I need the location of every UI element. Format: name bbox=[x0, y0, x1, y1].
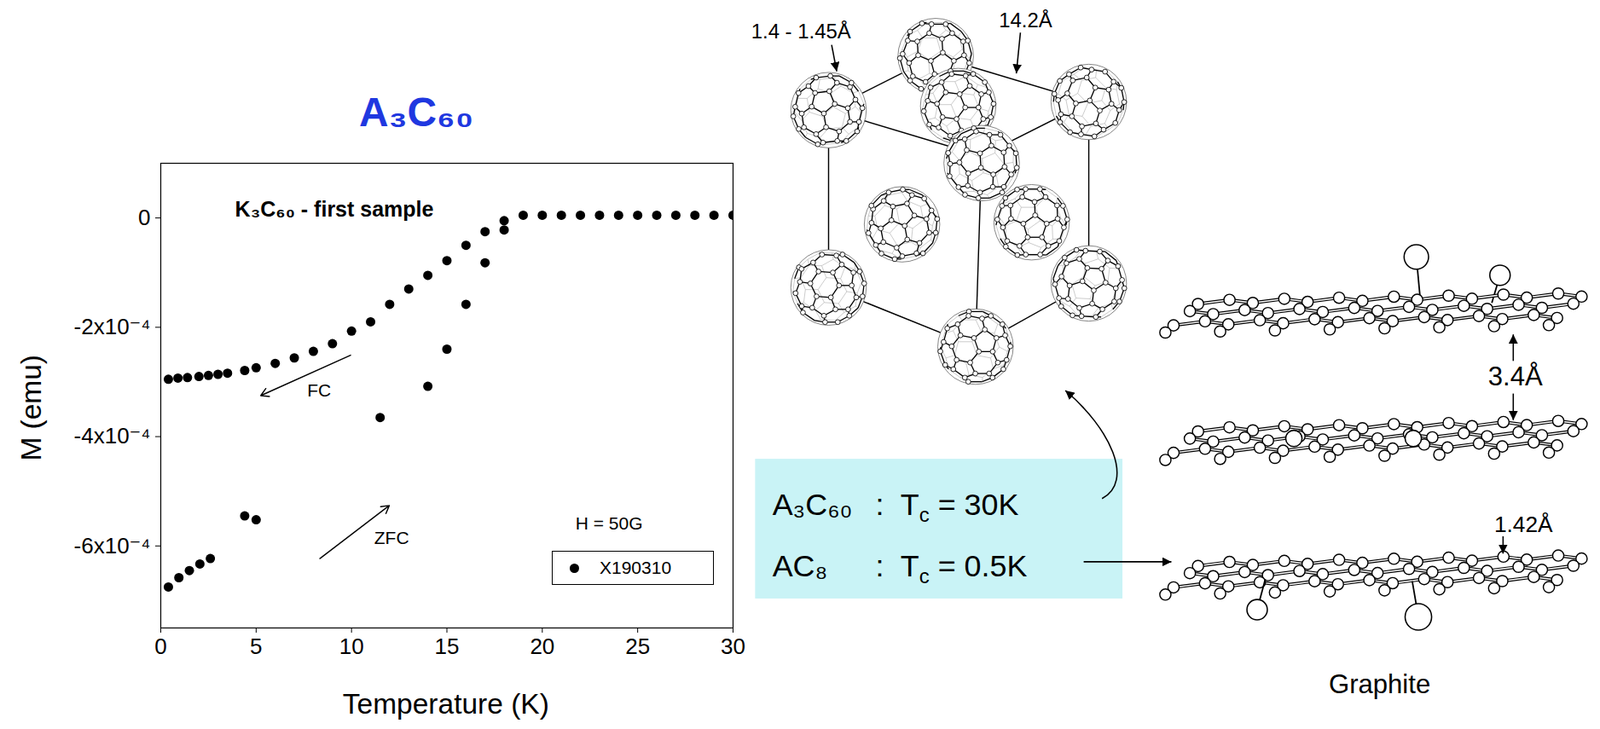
svg-text:30: 30 bbox=[720, 633, 746, 660]
svg-text:-6x10⁻⁴: -6x10⁻⁴ bbox=[74, 533, 151, 559]
svg-text:Temperature (K): Temperature (K) bbox=[342, 688, 550, 720]
svg-text:K₃C₆₀ - first sample: K₃C₆₀ - first sample bbox=[235, 197, 435, 221]
svg-text:Graphite: Graphite bbox=[1328, 669, 1431, 700]
svg-text:20: 20 bbox=[529, 633, 555, 660]
svg-text:10: 10 bbox=[339, 633, 365, 660]
svg-text:FC: FC bbox=[307, 380, 331, 400]
svg-text:: Tc = 0.5K: : Tc = 0.5K bbox=[875, 549, 1028, 588]
svg-text:-4x10⁻⁴: -4x10⁻⁴ bbox=[74, 423, 151, 449]
svg-text:-2x10⁻⁴: -2x10⁻⁴ bbox=[74, 313, 151, 340]
svg-text:AC₈: AC₈ bbox=[772, 549, 829, 584]
svg-text:ZFC: ZFC bbox=[374, 527, 410, 548]
svg-text:5: 5 bbox=[249, 633, 262, 660]
svg-text:H = 50G: H = 50G bbox=[575, 513, 644, 534]
svg-text:1.4 - 1.45Å: 1.4 - 1.45Å bbox=[751, 19, 852, 43]
svg-text:0: 0 bbox=[154, 633, 167, 660]
html-text:X190310: X190310 bbox=[599, 557, 672, 578]
svg-text:15: 15 bbox=[434, 633, 460, 660]
svg-text:A₃C₆₀: A₃C₆₀ bbox=[772, 487, 853, 522]
svg-text:A₃C₆₀: A₃C₆₀ bbox=[359, 89, 475, 135]
svg-text:M (emu): M (emu) bbox=[15, 354, 47, 462]
svg-text:0: 0 bbox=[138, 204, 151, 231]
svg-text:14.2Å: 14.2Å bbox=[998, 8, 1053, 32]
svg-text:25: 25 bbox=[625, 633, 650, 660]
svg-text:: Tc = 30K: : Tc = 30K bbox=[875, 487, 1020, 527]
svg-text:3.4Å: 3.4Å bbox=[1488, 361, 1543, 392]
svg-text:1.42Å: 1.42Å bbox=[1494, 511, 1554, 538]
